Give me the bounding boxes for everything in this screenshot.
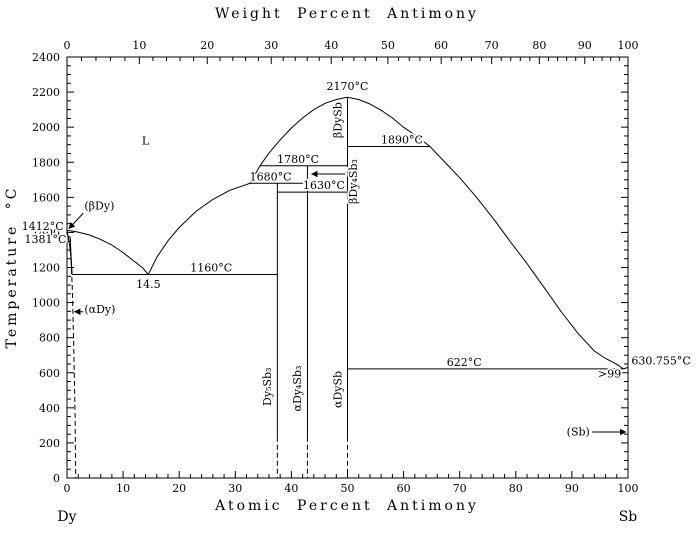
top-tick-label: 40 [324,39,338,52]
point-label: (Sb) [567,426,590,439]
curve-alpha-dy-solvus [69,236,77,479]
y-tick-label: 1000 [32,297,60,310]
x-tick-label: 100 [618,482,639,495]
x-axis-title: Atomic Percent Antimony [214,498,479,514]
y-tick-label: 400 [39,402,60,415]
point-label: 2170°C [327,80,369,93]
y-tick-label: 1800 [32,156,60,169]
x-tick-label: 0 [64,482,71,495]
isotherm-label-1160: 1160°C [190,262,232,275]
phase-label: Dy₅Sb₃ [261,368,274,406]
y-tick-label: 1400 [32,226,60,239]
arrow-beta-dy-pointer [68,212,84,230]
point-label: (βDy) [84,200,114,213]
isotherm-label-1890: 1890°C [381,133,423,146]
x-tick-label: 10 [116,482,130,495]
isotherm-label-1680: 1680°C [250,170,292,183]
top-tick-label: 80 [532,39,546,52]
top-tick-label: 90 [578,39,592,52]
y-tick-label: 2200 [32,86,60,99]
isotherm-label-1780: 1780°C [277,153,319,166]
x-tick-label: 80 [509,482,523,495]
curve-liquidus-sb-side [347,96,624,370]
top-tick-label: 50 [381,39,395,52]
y-axis-title: Temperature °C [4,186,20,349]
top-tick-label: 0 [64,39,71,52]
x-tick-label: 90 [565,482,579,495]
point-label: L [142,135,150,148]
top-tick-label: 10 [132,39,146,52]
x-tick-label: 70 [453,482,467,495]
y-tick-label: 800 [39,332,60,345]
y-tick-label: 2400 [32,51,60,64]
top-axis-title: Weight Percent Antimony [215,6,479,22]
left-end-label: Dy [57,509,76,525]
point-label: >99 [598,368,621,381]
isotherm-label-1630: 1630°C [303,179,345,192]
top-tick-label: 70 [485,39,499,52]
curve-liquidus-rising [147,96,348,275]
chart-render-root: 0 10 20 30 40 50 60 70 80 90 1000 10 20 30 40 50 60 70 80 9… [20,39,693,495]
isotherm-label-622: 622°C [447,356,482,369]
phase-label: βDy₄Sb₃ [347,159,360,204]
point-label: (αDy) [84,303,115,316]
phase-label: βDySb [331,102,344,138]
point-label: 1412°C [22,220,64,233]
y-tick-label: 1600 [32,191,60,204]
phase-label: αDy₄Sb₃ [291,366,304,412]
curve-liquidus-dy-side [66,229,149,275]
x-tick-label: 60 [397,482,411,495]
x-tick-label: 30 [228,482,242,495]
right-end-label: Sb [619,509,638,525]
top-tick-label: 60 [434,39,448,52]
y-tick-label: 600 [39,367,60,380]
axis-ticks [66,56,629,479]
y-tick-label: 2000 [32,121,60,134]
x-tick-label: 50 [341,482,355,495]
point-label: 14.5 [136,278,161,291]
x-tick-label: 40 [284,482,298,495]
point-label: 630.755°C [631,354,690,367]
x-tick-label: 20 [172,482,186,495]
y-tick-label: 1200 [32,262,60,275]
top-tick-label: 100 [618,39,639,52]
point-label: 1381°C [25,233,67,246]
y-tick-label: 0 [53,472,60,485]
y-tick-label: 200 [39,437,60,450]
top-tick-label: 30 [264,39,278,52]
chart-text-layer: 0 10 20 30 40 50 60 70 80 90 1000 10 20 30 40 50 60 70 80 9… [20,39,693,495]
phase-label: αDySb [331,371,344,408]
top-tick-label: 20 [200,39,214,52]
curve-sb-liquidus-tail [623,366,629,370]
